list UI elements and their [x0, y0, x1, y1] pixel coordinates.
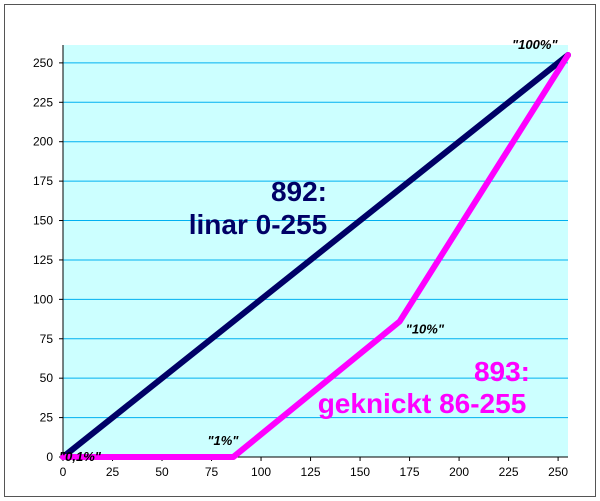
- axes: [59, 45, 568, 461]
- y-tick-label: 175: [33, 174, 53, 188]
- y-tick-label: 25: [40, 411, 54, 425]
- y-tick-label: 200: [33, 135, 53, 149]
- series-line-2: [60, 52, 571, 460]
- x-tick-label: 50: [155, 465, 169, 479]
- series-lines: [60, 52, 571, 460]
- series-2-sublabel: geknickt 86-255: [318, 388, 527, 419]
- x-tick-label: 75: [205, 465, 219, 479]
- x-tick-label: 200: [449, 465, 469, 479]
- y-tick-label: 75: [40, 332, 54, 346]
- series-labels: 892:linar 0-255 893:geknickt 86-255: [189, 176, 530, 419]
- point-annotation: "1%": [207, 433, 239, 448]
- y-tick-labels: 0 25 50 75 100 125 150 175 200 225 250: [33, 56, 53, 464]
- series-2-label: 893:: [474, 356, 530, 387]
- y-tick-label: 0: [46, 450, 53, 464]
- y-tick-label: 100: [33, 292, 53, 306]
- point-annotation: "0,1%": [59, 449, 102, 464]
- x-tick-label: 0: [60, 465, 67, 479]
- point-annotations: "0,1%" "1%" "10%" "100%": [59, 37, 558, 464]
- y-tick-label: 250: [33, 56, 53, 70]
- x-tick-label: 150: [350, 465, 370, 479]
- series-line-1: [60, 52, 571, 460]
- x-tick-label: 100: [251, 465, 271, 479]
- y-tick-label: 125: [33, 253, 53, 267]
- y-tick-label: 150: [33, 214, 53, 228]
- point-annotation: "10%": [406, 321, 445, 336]
- y-tick-label: 50: [40, 371, 54, 385]
- series-1-sublabel: linar 0-255: [189, 209, 328, 240]
- y-tick-label: 225: [33, 95, 53, 109]
- x-tick-label: 250: [548, 465, 568, 479]
- x-tick-labels: 0 25 50 75 100 125 150 175 200 225 250: [60, 465, 569, 479]
- point-annotation: "100%": [512, 37, 558, 52]
- x-tick-label: 175: [400, 465, 420, 479]
- grid-lines: [63, 62, 568, 419]
- x-tick-label: 225: [499, 465, 519, 479]
- x-tick-label: 125: [301, 465, 321, 479]
- x-tick-label: 25: [106, 465, 120, 479]
- series-1-label: 892:: [271, 176, 327, 207]
